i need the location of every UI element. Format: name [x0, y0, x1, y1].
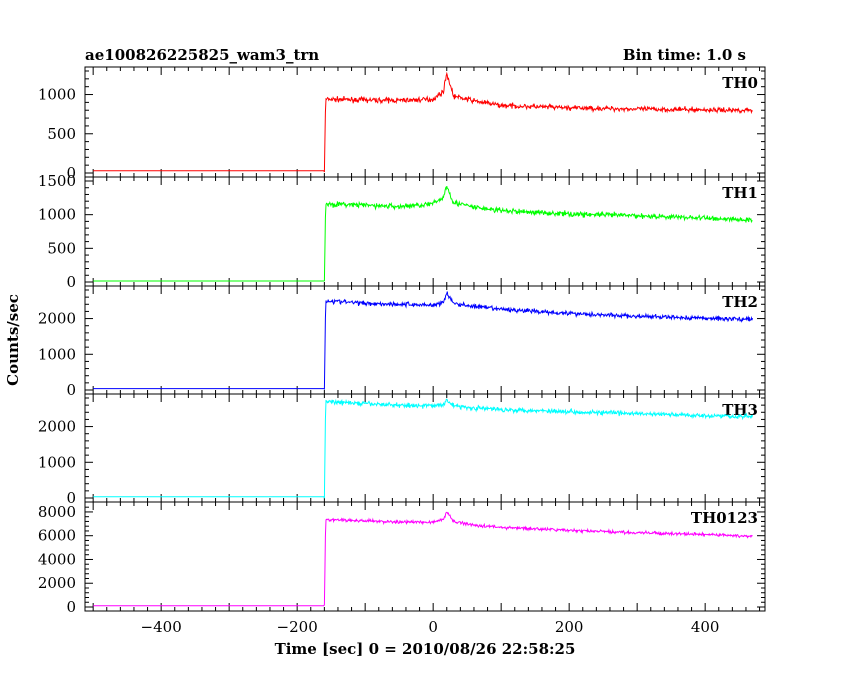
x-tick-label: 0 [428, 618, 438, 636]
panel-frame [84, 176, 766, 287]
y-tick-label: 0 [66, 381, 76, 399]
y-tick-label: 4000 [38, 550, 76, 568]
y-axis-label: Counts/sec [4, 294, 22, 386]
y-tick-label: 500 [47, 239, 76, 257]
y-tick-label: 6000 [38, 527, 76, 545]
panel-label: TH3 [722, 401, 758, 419]
x-tick-label: −400 [141, 618, 182, 636]
panel-frame [84, 285, 766, 395]
panel-th0: 0 500 1000 TH0 [38, 66, 766, 182]
panel-frame [84, 393, 766, 503]
series-th2-line [93, 291, 753, 390]
y-tick-label: 0 [66, 164, 76, 182]
y-tick-label: 2000 [38, 310, 76, 328]
series-th1-line [93, 185, 753, 282]
y-tick-label: 2000 [38, 418, 76, 436]
y-tick-label: 1000 [38, 86, 76, 104]
y-tick-label: 0 [66, 489, 76, 507]
series-th0-line [93, 71, 753, 173]
panel-th0123: 0 2000 4000 6000 8000 TH0123 [38, 501, 766, 616]
y-tick-label: 500 [47, 125, 76, 143]
y-tick-label: 1000 [38, 453, 76, 471]
y-tick-label: 0 [66, 273, 76, 291]
panel-th2: 0 1000 2000 TH2 [38, 285, 766, 399]
chart-title: ae100826225825_wam3_trn [85, 46, 319, 64]
panel-label: TH1 [722, 184, 758, 202]
panel-label: TH2 [722, 293, 758, 311]
series-th3-line [93, 398, 753, 499]
x-axis-label: Time [sec] 0 = 2010/08/26 22:58:25 [275, 640, 576, 658]
x-tick-label: 200 [555, 618, 584, 636]
y-tick-label: 2000 [38, 574, 76, 592]
panel-frame [84, 501, 766, 612]
series-th0123-line [93, 511, 753, 607]
panel-frame [84, 66, 766, 178]
panel-label: TH0123 [691, 509, 758, 527]
x-tick-label: 400 [691, 618, 720, 636]
panel-label: TH0 [722, 74, 758, 92]
bin-time-label: Bin time: 1.0 s [623, 46, 746, 64]
x-tick-label: −200 [277, 618, 318, 636]
panel-th3: 0 1000 2000 TH3 [38, 393, 766, 507]
y-tick-label: 1500 [38, 172, 76, 190]
y-tick-label: 1000 [38, 206, 76, 224]
y-tick-label: 0 [66, 598, 76, 616]
y-tick-label: 8000 [38, 503, 76, 521]
panel-th1: 0 500 1000 1500 TH1 [38, 172, 766, 291]
y-tick-label: 1000 [38, 345, 76, 363]
panels: 05001000TH0050010001500TH1010002000TH201… [38, 66, 766, 636]
